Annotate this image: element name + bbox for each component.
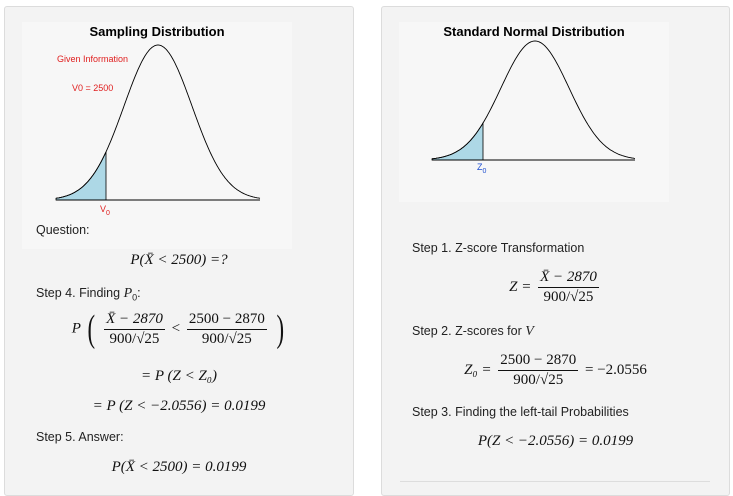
given-information-label: Given Information — [57, 54, 129, 64]
step2-label: Step 2. Z-scores for V — [412, 324, 534, 339]
left-tail-shade — [431, 121, 484, 161]
question-formula: P(X̄ < 2500) =? — [130, 252, 228, 268]
normal-curve — [55, 44, 261, 199]
given-value-label: V0 = 2500 — [72, 83, 114, 93]
standard-normal-panel: Standard Normal Distribution Z0 Step 1. … — [381, 6, 730, 496]
step4-line3: = P (Z < −2.0556) = 0.0199 — [92, 398, 266, 414]
plot-title: Sampling Distribution — [89, 24, 225, 39]
z0-marker-label: Z0 — [477, 162, 487, 175]
step2-formula: Z₀ = 2500 − 2870 900/√25 = −2.0556 — [464, 352, 647, 388]
standard-normal-plot: Standard Normal Distribution Z0 — [399, 22, 669, 202]
step1-label: Step 1. Z-score Transformation — [412, 241, 585, 255]
sampling-curve — [55, 44, 261, 201]
step3-label: Step 3. Finding the left-tail Probabilit… — [412, 405, 629, 419]
step3-formula: P(Z < −2.0556) = 0.0199 — [477, 433, 634, 449]
step5-label: Step 5. Answer: — [36, 430, 124, 444]
step4-label: Step 4. Finding P0: — [36, 286, 141, 303]
v0-marker-label: V0 — [100, 204, 110, 217]
step5-formula: P(X̄ < 2500) = 0.0199 — [111, 459, 247, 475]
sampling-distribution-plot: Sampling Distribution Given Information … — [22, 22, 292, 249]
question-label: Question: — [36, 223, 90, 237]
step1-formula: Z = X̄ − 2870 900/√25 — [509, 269, 599, 305]
sampling-panel: Sampling Distribution Given Information … — [4, 6, 354, 496]
plot-title: Standard Normal Distribution — [443, 24, 625, 39]
left-tail-shade — [55, 151, 107, 201]
step4-line2: = P (Z < Z₀) — [140, 368, 218, 384]
step4-fraction-formula: P ( X̄ − 2870 900/√25 < 2500 − 2870 900/√2… — [71, 308, 284, 350]
normal-curve — [431, 40, 636, 160]
divider — [400, 481, 710, 482]
standard-normal-curve — [431, 40, 636, 161]
